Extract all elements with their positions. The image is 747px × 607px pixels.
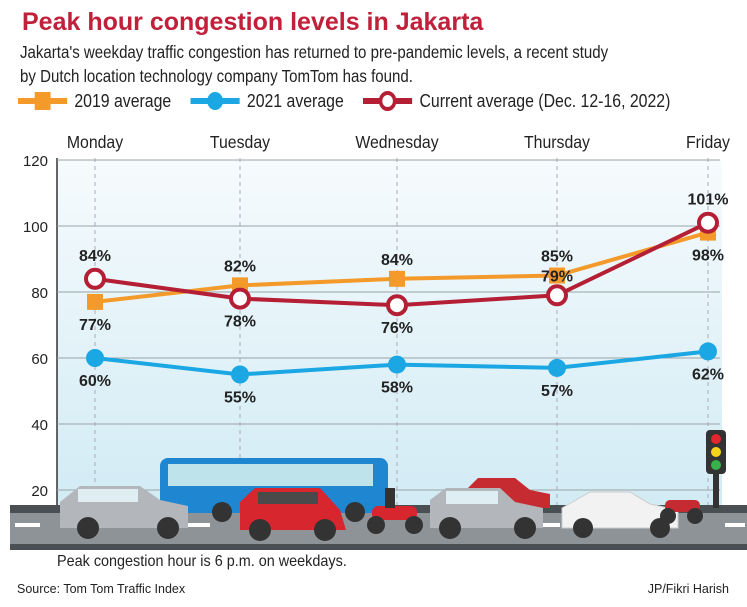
car-icon <box>240 488 346 541</box>
bus-icon <box>160 458 388 522</box>
motorcycle-icon <box>660 500 703 524</box>
credit: JP/Fikri Harish <box>647 582 729 596</box>
data-label: 82% <box>224 258 256 275</box>
data-label: 55% <box>224 390 256 407</box>
data-label: 57% <box>541 383 573 400</box>
open-circle-marker-icon <box>363 91 413 111</box>
legend-item-2021: 2021 average <box>190 90 344 112</box>
legend: 2019 average 2021 average Current averag… <box>18 90 690 112</box>
data-point <box>389 270 405 287</box>
x-tick-label: Monday <box>67 132 124 152</box>
source: Source: Tom Tom Traffic Index <box>17 582 186 596</box>
data-label: 60% <box>79 373 111 390</box>
y-tick-label: 20 <box>31 483 48 500</box>
data-label: 84% <box>381 252 413 269</box>
legend-label: Current average (Dec. 12-16, 2022) <box>419 90 671 111</box>
legend-label: 2019 average <box>74 90 172 111</box>
data-label: 84% <box>79 248 111 265</box>
data-label: 85% <box>541 249 573 266</box>
y-tick-label: 100 <box>23 219 48 236</box>
data-point <box>388 355 406 374</box>
legend-item-current: Current average (Dec. 12-16, 2022) <box>363 90 670 112</box>
y-tick-label: 80 <box>31 285 48 302</box>
car-icon <box>60 486 188 539</box>
traffic-light-icon <box>706 430 726 508</box>
data-point <box>549 267 565 284</box>
data-label: 98% <box>692 248 724 265</box>
y-tick-label: 120 <box>23 153 48 170</box>
data-label: 78% <box>224 314 256 331</box>
motorcycle-icon <box>367 488 423 534</box>
data-label: 77% <box>79 317 111 334</box>
y-tick-label: 40 <box>31 417 48 434</box>
data-label: 101% <box>688 192 729 209</box>
x-tick-label: Tuesday <box>210 132 271 152</box>
y-tick-label: 60 <box>31 351 48 368</box>
data-label: 62% <box>692 366 724 383</box>
data-label: 58% <box>381 380 413 397</box>
data-point <box>231 365 249 384</box>
data-point <box>386 294 408 317</box>
circle-marker-icon <box>190 92 240 110</box>
subtitle-line: by Dutch location technology company Tom… <box>20 66 413 86</box>
data-point <box>546 284 568 307</box>
chart-title: Peak hour congestion levels in Jakarta <box>22 8 484 36</box>
chart-subtitle: Jakarta's weekday traffic congestion has… <box>20 40 608 88</box>
data-label: 79% <box>541 268 573 285</box>
data-point <box>86 349 104 367</box>
x-tick-label: Wednesday <box>355 132 439 152</box>
legend-label: 2021 average <box>246 90 344 111</box>
data-point <box>87 293 103 310</box>
data-point <box>697 211 719 234</box>
x-tick-label: Thursday <box>524 132 590 152</box>
data-label: 76% <box>381 320 413 337</box>
road-illustration <box>10 430 747 550</box>
data-point <box>84 267 106 290</box>
chart-note: Peak congestion hour is 6 p.m. on weekda… <box>57 553 347 570</box>
square-marker-icon <box>18 92 68 110</box>
data-point <box>548 358 566 377</box>
car-icon <box>430 488 543 539</box>
data-point <box>229 287 251 310</box>
x-tick-label: Friday <box>686 132 730 152</box>
data-point <box>699 342 717 361</box>
subtitle-line: Jakarta's weekday traffic congestion has… <box>20 42 609 62</box>
legend-item-2019: 2019 average <box>18 91 171 112</box>
